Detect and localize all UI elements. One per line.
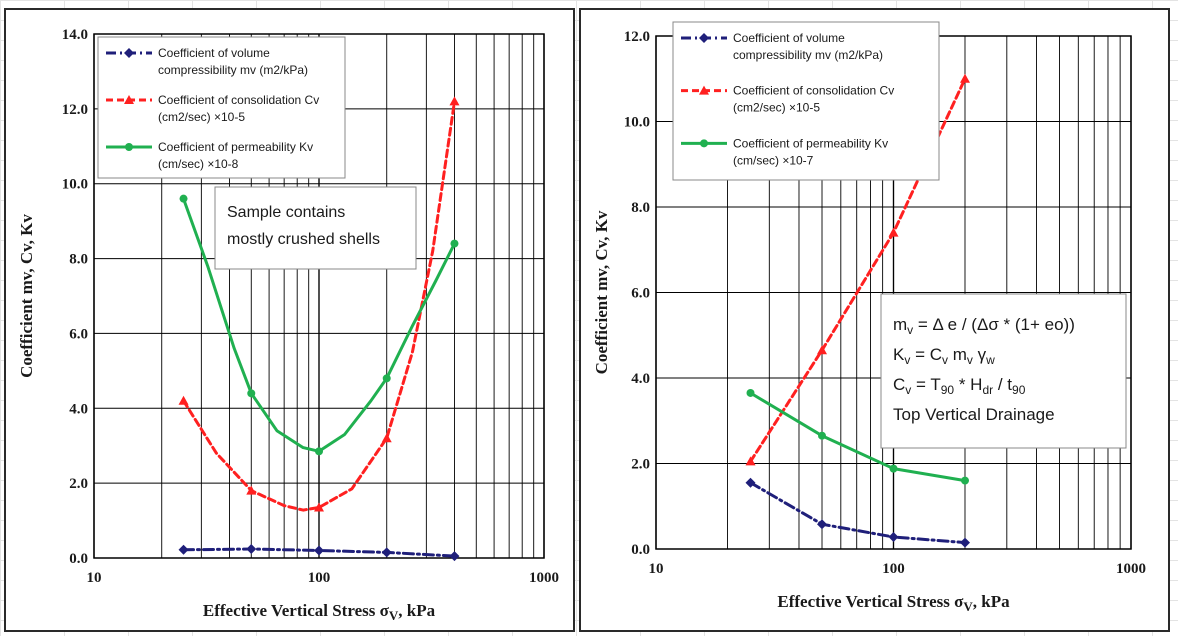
data-point: [178, 544, 189, 555]
chart-right: 0.0 2.0 4.0 6.0 8.0 10.0 12.0 10 100 1000 Effectiv…: [592, 21, 1146, 614]
y-tick-label: 0.0: [631, 542, 650, 558]
legend-label: Coefficient of consolidation Cv: [733, 84, 894, 98]
data-point: [314, 502, 324, 512]
legend-label: (cm2/sec) ×10-5: [158, 110, 245, 124]
legend-label: Coefficient of volume: [733, 31, 845, 45]
legend-marker: [700, 139, 708, 148]
y-tick-label: 4.0: [631, 371, 650, 387]
legend-box: [672, 21, 940, 181]
legend-label: (cm/sec) ×10-7: [733, 153, 814, 167]
formula-line: Top Vertical Drainage: [893, 405, 1055, 424]
series-1: [178, 544, 460, 562]
data-point: [449, 551, 460, 562]
x-axis-label: Effective Vertical Stress σV, kPa: [777, 592, 1010, 614]
legend-label: Coefficient of volume: [158, 46, 270, 60]
series-2: [178, 96, 460, 512]
chart-panel-left: 0.0 2.0 4.0 6.0 8.0 10.0 12.0 14.0 10 100 1000 Effe…: [4, 8, 575, 632]
legend-marker: [124, 48, 134, 58]
y-tick-label: 8.0: [631, 200, 650, 216]
legend-marker: [699, 33, 709, 43]
y-tick-label: 6.0: [631, 286, 650, 302]
data-point: [381, 433, 392, 443]
annotation-box: [214, 186, 417, 270]
legend-label: Coefficient of permeability Kv: [158, 140, 313, 154]
y-tick-label: 10.0: [62, 177, 88, 193]
data-point: [246, 485, 257, 495]
data-point: [382, 374, 391, 383]
data-point: [314, 545, 324, 556]
formula-line: mv = Δ e / (Δσ * (1+ eo)): [893, 315, 1075, 337]
annotation: mv = Δ e / (Δσ * (1+ eo)) Kv = Cv mv γw Cv…: [880, 293, 1127, 449]
legend-marker: [125, 143, 133, 151]
data-point: [817, 345, 828, 355]
data-point: [889, 464, 898, 473]
data-point: [247, 389, 256, 398]
annotation-text: Sample contains: [227, 204, 345, 221]
legend-box: [97, 36, 346, 179]
data-point: [888, 227, 899, 237]
legend-label: (cm2/sec) ×10-5: [733, 101, 820, 115]
y-axis-label: Coefficient mv, Cv, Kv: [17, 214, 36, 378]
x-tick-label: 1000: [1116, 561, 1146, 577]
annotation-box: [880, 293, 1127, 449]
data-point: [745, 456, 756, 466]
chart-panel-right: 0.0 2.0 4.0 6.0 8.0 10.0 12.0 10 100 1000 Effectiv…: [579, 8, 1170, 632]
data-point: [818, 431, 827, 440]
data-point: [449, 96, 460, 106]
y-tick-label: 2.0: [631, 457, 650, 473]
x-tick-label: 100: [882, 561, 905, 577]
legend-label: Coefficient of consolidation Cv: [158, 93, 319, 107]
data-point: [888, 532, 899, 543]
plot-frame: [93, 33, 545, 559]
legend-label: compressibility mv (m2/kPa): [158, 63, 308, 77]
series-line: [182, 99, 456, 512]
x-axis-label: Effective Vertical Stress σV, kPa: [203, 601, 436, 623]
annotation-text: mostly crushed shells: [227, 231, 380, 248]
data-point: [746, 388, 755, 397]
annotation: Sample contains mostly crushed shells: [214, 186, 417, 270]
formula-line: Kv = Cv mv γw: [893, 345, 995, 367]
data-point: [960, 476, 969, 485]
data-point: [959, 73, 970, 83]
series-line: [749, 391, 967, 483]
x-tick-label: 10: [649, 561, 664, 577]
y-tick-label: 14.0: [62, 27, 88, 43]
series-1: [745, 477, 970, 548]
data-point: [381, 547, 392, 558]
x-tick-label: 10: [87, 570, 102, 586]
legend-label: compressibility mv (m2/kPa): [733, 48, 883, 62]
data-point: [315, 447, 323, 456]
series-line: [749, 481, 967, 545]
y-tick-label: 12.0: [624, 29, 650, 45]
data-point: [745, 477, 756, 488]
data-point: [817, 519, 828, 530]
legend: Coefficient of volume compressibility mv …: [672, 21, 940, 181]
y-tick-label: 4.0: [69, 401, 88, 417]
y-tick-label: 2.0: [69, 476, 88, 492]
y-tick-label: 8.0: [69, 252, 88, 268]
legend-label: Coefficient of permeability Kv: [733, 136, 888, 150]
legend-marker: [124, 95, 134, 104]
data-point: [959, 537, 970, 548]
x-tick-label: 100: [308, 570, 331, 586]
y-tick-label: 12.0: [62, 102, 88, 118]
y-axis-label: Coefficient mv, Cv, Kv: [592, 210, 611, 374]
y-tick-label: 0.0: [69, 551, 88, 567]
y-tick-label: 6.0: [69, 326, 88, 342]
legend-marker: [699, 85, 709, 95]
data-point: [450, 239, 459, 248]
series-3: [746, 388, 969, 485]
x-tick-label: 1000: [529, 570, 559, 586]
series-3: [179, 194, 459, 456]
data-point: [179, 194, 188, 203]
y-tick-label: 10.0: [624, 115, 650, 131]
legend: Coefficient of volume compressibility mv …: [97, 36, 346, 179]
legend-label: (cm/sec) ×10-8: [158, 157, 239, 171]
formula-line: Cv = T90 * Hdr / t90: [893, 375, 1026, 397]
chart-left: 0.0 2.0 4.0 6.0 8.0 10.0 12.0 14.0 10 100 1000 Effe…: [17, 27, 559, 623]
data-point: [178, 395, 189, 405]
data-point: [246, 544, 257, 555]
